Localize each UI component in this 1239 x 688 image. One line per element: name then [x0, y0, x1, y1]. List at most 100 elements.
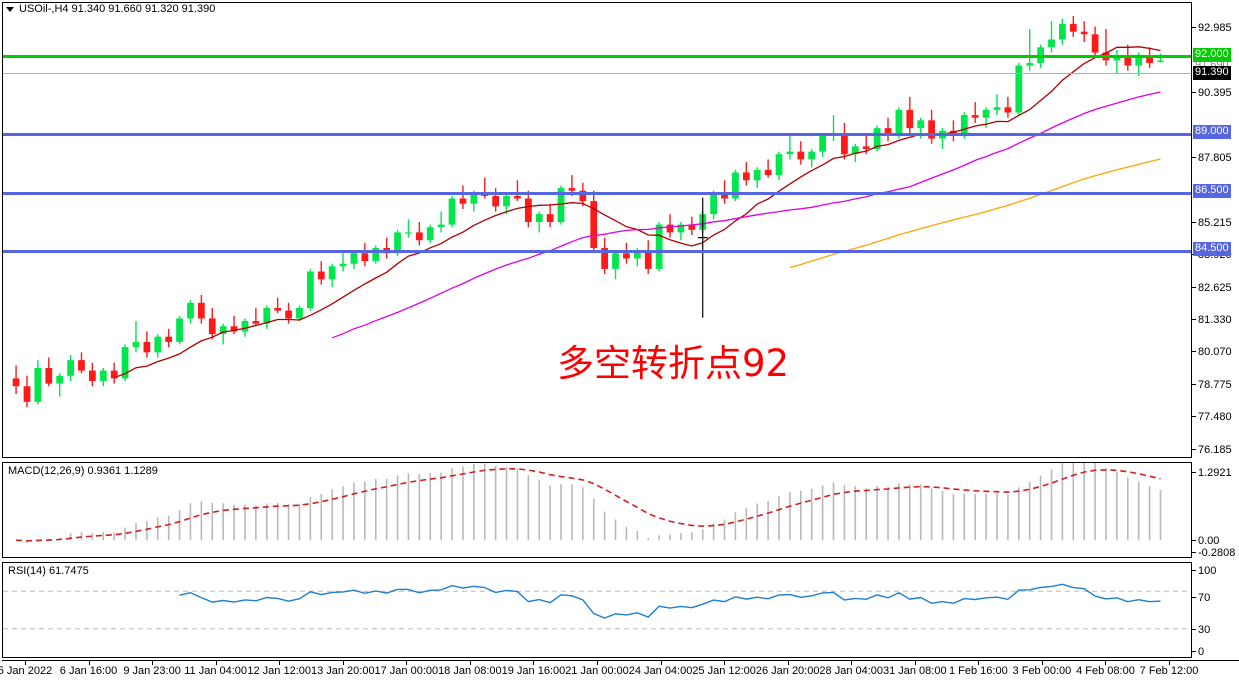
price-tick-value: 81.330 [1198, 314, 1232, 326]
time-tick-mark [152, 661, 154, 665]
time-tick-label: 9 Jan 23:00 [123, 665, 181, 677]
macd-tick-label: 0.00 [1192, 536, 1219, 547]
time-tick-mark [406, 661, 408, 665]
tick-mark-icon [1192, 416, 1196, 418]
time-tick-label: 11 Jan 04:00 [184, 665, 248, 677]
time-axis[interactable]: 5 Jan 2022 6 Jan 16:00 9 Jan 23:00 11 Jan 0… [0, 660, 1239, 686]
candlestick-plot [12, 16, 1164, 408]
time-tick-mark [24, 661, 26, 665]
tick-mark-icon [1192, 597, 1196, 599]
time-tick-label: 18 Jan 08:00 [438, 665, 502, 677]
time-tick-mark [914, 661, 916, 665]
macd-tick-value: -0.2808 [1198, 547, 1236, 559]
time-tick-label: 25 Jan 12:00 [692, 665, 756, 677]
tick-mark-icon [1192, 319, 1196, 321]
price-tick-value: 85.215 [1198, 217, 1232, 229]
price-badge-92-000[interactable]: 92.000 [1193, 48, 1231, 62]
tick-mark-icon [1192, 287, 1196, 289]
time-tick-mark [787, 661, 789, 665]
tick-mark-icon [1192, 540, 1196, 542]
macd-axis[interactable]: 1.2921 0.00 -0.2808 [1192, 462, 1239, 559]
macd-tick-label: 1.2921 [1192, 468, 1232, 479]
time-tick-mark [851, 661, 853, 665]
price-badge-84-500[interactable]: 84.500 [1193, 242, 1231, 256]
macd-tick-value: 0.00 [1198, 535, 1220, 547]
time-tick-label: 13 Jan 20:00 [310, 665, 375, 677]
price-tick-label: 81.330 [1192, 315, 1232, 326]
macd-tick-value: 1.2921 [1198, 467, 1232, 479]
time-tick-mark [660, 661, 662, 665]
rsi-panel[interactable]: RSI(14) 61.7475 [2, 562, 1192, 658]
price-tick-label: 90.395 [1192, 88, 1232, 99]
macd-header-label: MACD(12,26,9) 0.9361 1.1289 [8, 465, 158, 477]
time-tick-label: 19 Jan 16:00 [501, 665, 566, 677]
time-tick-label: 28 Jan 04:00 [819, 665, 884, 677]
time-tick-mark [978, 661, 980, 665]
time-tick-label: 12 Jan 12:00 [247, 665, 312, 677]
price-tick-value: 90.395 [1198, 87, 1232, 99]
rsi-tick-label: 30 [1192, 625, 1210, 636]
chart-annotation-text: 多空转折点92 [557, 342, 790, 385]
price-tick-label: 76.185 [1192, 445, 1232, 456]
tick-mark-icon [1192, 449, 1196, 451]
rsi-header-label: RSI(14) 61.7475 [8, 565, 89, 577]
time-tick-mark [1169, 661, 1171, 665]
level-line-current-price[interactable] [3, 73, 1191, 74]
time-tick-label: 21 Jan 00:00 [565, 665, 629, 677]
price-badge-89-000[interactable]: 89.000 [1193, 125, 1231, 139]
time-tick-label: 4 Feb 08:00 [1076, 665, 1135, 677]
time-tick-label: 6 Jan 16:00 [59, 665, 118, 677]
tick-mark-icon [1192, 651, 1196, 653]
symbol-header[interactable]: USOil-,H4 91.340 91.660 91.320 91.390 [6, 3, 215, 15]
time-tick-mark [1105, 661, 1107, 665]
tick-mark-icon [1192, 351, 1196, 353]
time-tick-mark [215, 661, 217, 665]
tick-mark-icon [1192, 472, 1196, 474]
level-line-support-84-5[interactable] [3, 250, 1191, 253]
price-tick-label: 77.480 [1192, 412, 1232, 423]
level-line-support-86-5[interactable] [3, 192, 1191, 195]
price-axis[interactable]: 92.98590.39587.80585.21583.92082.62581.3… [1192, 2, 1239, 458]
price-tick-value: 92.985 [1198, 22, 1232, 34]
macd-tick-label: -0.2808 [1192, 548, 1235, 559]
tick-mark-icon [1192, 92, 1196, 94]
rsi-plot [3, 583, 1191, 630]
rsi-tick-value: 30 [1198, 624, 1211, 636]
price-tick-value: 78.775 [1198, 379, 1232, 391]
time-tick-label: 5 Jan 2022 [0, 665, 53, 677]
price-tick-label: 80.070 [1192, 347, 1232, 358]
price-tick-label: 85.215 [1192, 218, 1232, 229]
time-tick-mark [724, 661, 726, 665]
macd-panel[interactable]: MACD(12,26,9) 0.9361 1.1289 [2, 462, 1192, 558]
rsi-axis[interactable]: 100 70 30 0 [1192, 562, 1239, 658]
time-tick-mark [597, 661, 598, 665]
rsi-tick-value: 70 [1198, 592, 1211, 604]
price-chart-panel[interactable]: 多空转折点92 [2, 2, 1192, 458]
price-tick-value: 77.480 [1198, 411, 1232, 423]
price-badge-86-500[interactable]: 86.500 [1193, 184, 1231, 198]
time-tick-label: 17 Jan 00:00 [374, 665, 439, 677]
price-tick-label: 92.985 [1192, 23, 1232, 34]
time-tick-label: 7 Feb 12:00 [1139, 665, 1199, 677]
price-badge-91-390[interactable]: 91.390 [1193, 66, 1231, 80]
level-line-resistance-92[interactable] [3, 55, 1191, 58]
tick-mark-icon [1192, 27, 1196, 29]
level-line-support-89[interactable] [3, 133, 1191, 136]
triangle-down-icon[interactable] [6, 6, 14, 12]
tick-mark-icon [1192, 157, 1196, 159]
tick-mark-icon [1192, 552, 1196, 554]
time-tick-mark [342, 661, 344, 665]
rsi-tick-value: 0 [1198, 646, 1205, 658]
time-tick-mark [533, 661, 535, 665]
time-tick-label: 3 Feb 00:00 [1012, 665, 1072, 677]
time-tick-label: 1 Feb 16:00 [948, 665, 1008, 677]
time-tick-mark [88, 661, 90, 665]
price-tick-value: 76.185 [1198, 444, 1232, 456]
time-tick-label: 31 Jan 08:00 [882, 665, 947, 677]
price-tick-value: 82.625 [1198, 282, 1232, 294]
tick-mark-icon [1192, 629, 1196, 631]
rsi-tick-label: 70 [1192, 593, 1210, 604]
price-tick-label: 78.775 [1192, 380, 1232, 391]
price-tick-label: 82.625 [1192, 283, 1232, 294]
